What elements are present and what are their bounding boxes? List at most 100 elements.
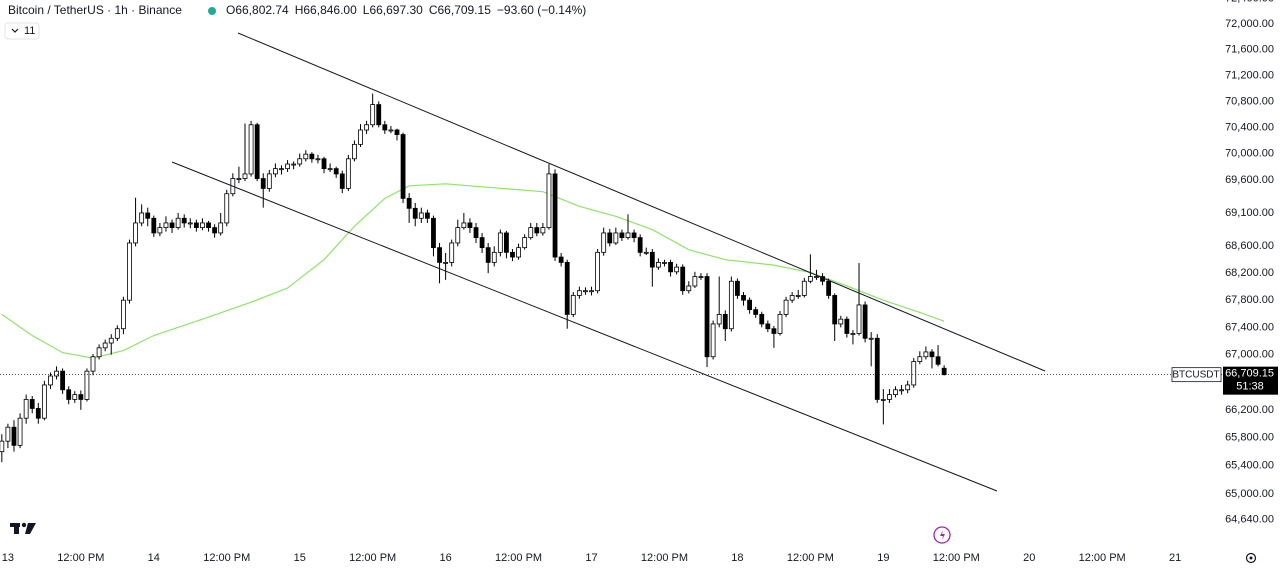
candle-body (552, 173, 558, 258)
y-tick-label: 67,400.00 (1225, 321, 1274, 333)
candle-body (0, 440, 5, 453)
candle-body (84, 370, 90, 400)
candle-body (485, 247, 491, 263)
y-tick-label: 69,100.00 (1225, 207, 1274, 219)
bolt (940, 530, 945, 540)
candle-body (589, 290, 594, 293)
candle-body (467, 222, 473, 229)
candle-body (643, 251, 649, 254)
candle-body (193, 222, 199, 229)
candle-body (54, 370, 59, 377)
candle-body (704, 276, 710, 358)
y-tick-label: 67,000.00 (1225, 349, 1274, 361)
candle-body (418, 212, 424, 219)
candle-body (17, 417, 23, 446)
candle-body (260, 178, 266, 189)
candle-body (406, 197, 412, 209)
y-tick-label: 65,800.00 (1225, 432, 1274, 444)
channel-upper (237, 32, 1046, 372)
candle-body (41, 384, 47, 419)
y-tick-label: 72,400.00 (1225, 0, 1274, 5)
logo-part (21, 522, 27, 528)
candle-body (576, 290, 582, 296)
candle-body (625, 232, 631, 239)
candle-body (303, 153, 309, 160)
chart-title: Bitcoin / TetherUS · 1h · Binance (8, 3, 182, 17)
x-tick-label: 12:00 PM (641, 552, 688, 564)
candle-body (516, 247, 521, 258)
candle-body (668, 262, 673, 273)
candle-body (528, 227, 534, 239)
candle-body (437, 247, 442, 263)
candle-body (923, 351, 929, 358)
y-tick-label: 68,200.00 (1225, 267, 1274, 279)
x-tick-label: 14 (148, 552, 160, 564)
candle-body (741, 295, 746, 301)
candle-body (224, 193, 230, 224)
candle-body (96, 347, 102, 358)
candle-body (175, 217, 181, 229)
candle-body (266, 173, 272, 189)
candle-body (637, 237, 643, 253)
candle-body (382, 124, 388, 131)
candle-body (23, 399, 29, 419)
candle-body (777, 314, 783, 334)
candle-body (127, 242, 132, 301)
x-tick-label: 16 (439, 552, 451, 564)
candle-body (236, 178, 242, 180)
candle-body (218, 222, 224, 234)
candle-body (272, 168, 278, 175)
candle-body (911, 361, 917, 386)
candle-body (497, 232, 503, 253)
x-tick-label: 19 (877, 552, 889, 564)
candle-body (388, 129, 394, 132)
indicator-toggle[interactable] (4, 22, 40, 40)
candle-body (771, 328, 777, 334)
candle-body (206, 222, 211, 229)
candle-body (564, 262, 570, 315)
candle-body (187, 222, 193, 225)
settings-icon[interactable] (1245, 552, 1257, 564)
candle-body (807, 276, 813, 282)
x-tick-label: 20 (1023, 552, 1035, 564)
candle-body (60, 370, 66, 391)
candle-body (728, 280, 734, 330)
y-tick-label: 69,600.00 (1225, 174, 1274, 186)
candle-body (868, 337, 874, 340)
settings-dot (1249, 556, 1253, 560)
candle-body (309, 153, 315, 160)
candle-body (686, 285, 692, 292)
candle-body (11, 426, 17, 446)
candle-body (473, 227, 479, 239)
candle-body (747, 299, 752, 311)
y-tick-label: 70,800.00 (1225, 95, 1274, 107)
candle-body (540, 227, 546, 234)
candle-body (649, 251, 655, 268)
candle-body (844, 318, 850, 334)
x-tick-label: 12:00 PM (349, 552, 396, 564)
ohlc-legend: O66,802.74 H66,846.00 L66,697.30 C66,709.15… (226, 3, 586, 17)
candle-body (29, 399, 35, 409)
candle-body (765, 323, 771, 330)
candle-body (102, 342, 108, 349)
ohlc-value: H66,846.00 (295, 3, 357, 17)
x-tick-label: 12:00 PM (933, 552, 980, 564)
candle-body (814, 276, 819, 278)
y-tick-label: 65,400.00 (1225, 460, 1274, 472)
candle-body (832, 295, 838, 325)
candle-body (710, 323, 716, 358)
candle-body (722, 314, 728, 330)
candle-body (242, 173, 248, 179)
candle-body (254, 124, 260, 179)
candle-body (917, 356, 923, 362)
y-tick-label: 67,800.00 (1225, 294, 1274, 306)
candle-body (108, 337, 114, 344)
candle-body (121, 299, 126, 330)
candle-body (157, 227, 163, 234)
candle-body (783, 299, 789, 315)
candle-body (491, 251, 497, 263)
candle-body (279, 168, 284, 171)
candle-body (376, 104, 382, 126)
candle-body (935, 356, 941, 365)
alert-icon[interactable] (933, 526, 951, 544)
